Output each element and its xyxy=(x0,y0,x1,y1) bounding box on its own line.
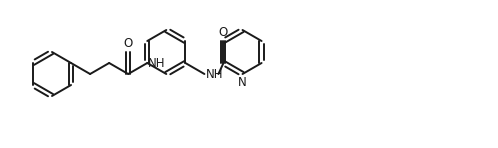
Text: NH: NH xyxy=(148,57,166,70)
Text: O: O xyxy=(124,37,133,50)
Text: NH: NH xyxy=(205,67,223,81)
Text: O: O xyxy=(219,26,228,39)
Text: N: N xyxy=(238,76,247,89)
